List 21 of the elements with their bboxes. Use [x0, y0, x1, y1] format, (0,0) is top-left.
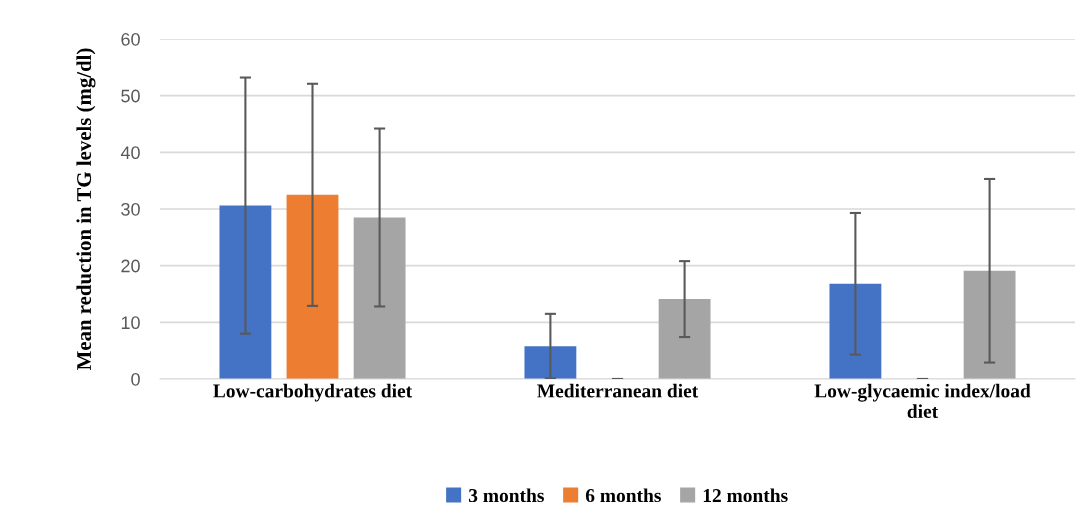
x-tick-label: Low-glycaemic index/load diet — [814, 383, 1031, 419]
bar — [524, 346, 577, 379]
bar — [353, 217, 406, 379]
y-tick-label: 50 — [121, 89, 140, 103]
bar — [829, 283, 882, 379]
y-tick-label: 20 — [121, 259, 140, 273]
x-tick-label: Low-carbohydrates diet — [213, 383, 413, 402]
y-tick-label: 60 — [121, 32, 140, 46]
y-tick-label: 30 — [121, 202, 140, 216]
legend-label: 12 months — [703, 488, 788, 503]
legend-label: 6 months — [585, 488, 661, 503]
x-tick-label: Mediterranean diet — [537, 383, 699, 398]
y-axis-title: Mean reduction in TG levels (mg/dl) — [76, 48, 96, 371]
bar — [658, 299, 711, 379]
y-tick-label: 0 — [131, 372, 140, 386]
y-tick-label: 10 — [121, 316, 140, 330]
bar — [963, 270, 1016, 379]
bar — [219, 205, 272, 379]
legend-label: 3 months — [468, 488, 544, 503]
y-tick-label: 40 — [120, 146, 140, 160]
bar — [286, 194, 339, 379]
